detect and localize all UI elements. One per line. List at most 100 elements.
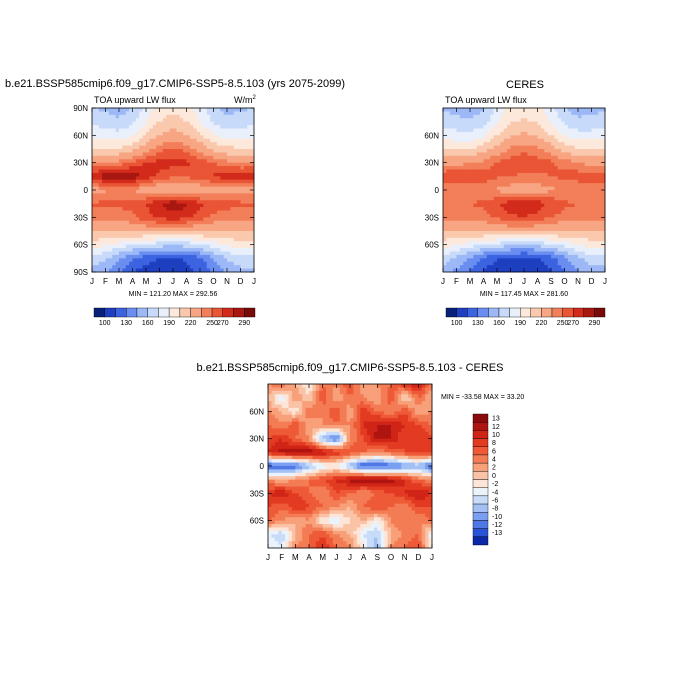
heatmap-cell (223, 200, 228, 205)
heatmap-cell (470, 251, 474, 256)
heatmap-cell (537, 213, 542, 218)
heatmap-cell (142, 220, 147, 225)
heatmap-cell (223, 210, 228, 215)
heatmap-cell (237, 121, 241, 126)
heatmap-cell (189, 121, 194, 126)
heatmap-cell (564, 193, 569, 198)
heatmap-cell (159, 142, 164, 146)
heatmap-cell (571, 190, 576, 194)
heatmap-cell (196, 186, 201, 191)
heatmap-cell (470, 162, 474, 167)
heatmap-cell (574, 159, 579, 164)
heatmap-cell (189, 200, 194, 205)
heatmap-cell (186, 203, 191, 208)
y-tick-label: 0 (435, 186, 440, 195)
heatmap-cell (183, 111, 187, 116)
heatmap-cell (227, 203, 231, 208)
heatmap-cell (551, 190, 555, 194)
heatmap-cell (129, 142, 133, 146)
x-tick-label: J (441, 277, 445, 286)
heatmap-cell (574, 265, 579, 269)
heatmap-cell (453, 114, 457, 119)
heatmap-cell (557, 166, 562, 170)
colorbar-swatch (477, 307, 489, 318)
heatmap-cell (490, 111, 495, 116)
heatmap-cell (453, 261, 457, 266)
heatmap-cell (108, 169, 113, 174)
heatmap-cell (139, 210, 144, 215)
heatmap-cell (459, 196, 464, 201)
heatmap-cell (581, 241, 586, 246)
heatmap-cell (92, 210, 96, 215)
heatmap-cell (557, 217, 562, 222)
heatmap-cell (159, 125, 164, 129)
heatmap-cell (537, 145, 542, 150)
heatmap-cell (193, 265, 198, 269)
heatmap-cell (135, 172, 140, 177)
heatmap-cell (250, 234, 255, 239)
heatmap-cell (189, 111, 194, 116)
heatmap-cell (112, 172, 117, 177)
heatmap-cell (166, 149, 171, 153)
heatmap-cell (92, 135, 96, 140)
heatmap-cell (135, 251, 140, 256)
heatmap-cell (152, 258, 157, 263)
heatmap-cell (329, 394, 334, 399)
heatmap-cell (463, 210, 468, 215)
heatmap-cell (598, 169, 603, 174)
heatmap-cell (584, 213, 589, 218)
heatmap-cell (584, 261, 589, 266)
heatmap-cell (557, 118, 562, 123)
heatmap-cell (179, 111, 184, 116)
heatmap-cell (119, 111, 123, 116)
heatmap-cell (139, 172, 144, 177)
heatmap-cell (584, 241, 589, 246)
heatmap-cell (500, 203, 505, 208)
heatmap-cell (490, 138, 495, 143)
heatmap-cell (129, 258, 133, 263)
heatmap-cell (196, 121, 201, 126)
heatmap-cell (220, 248, 225, 252)
heatmap-cell (557, 231, 562, 235)
heatmap-cell (162, 190, 167, 194)
heatmap-cell (213, 142, 218, 146)
heatmap-cell (206, 128, 211, 133)
heatmap-cell (210, 193, 214, 198)
heatmap-cell (156, 217, 160, 222)
heatmap-cell (473, 155, 478, 160)
heatmap-cell (493, 142, 498, 146)
heatmap-cell (166, 190, 171, 194)
x-tick-label: J (171, 277, 175, 286)
heatmap-cell (524, 193, 528, 198)
heatmap-cell (98, 183, 103, 187)
heatmap-cell (483, 220, 488, 225)
heatmap-cell (581, 142, 586, 146)
heatmap-cell (601, 220, 606, 225)
heatmap-cell (578, 186, 582, 191)
heatmap-cell (483, 210, 488, 215)
heatmap-cell (456, 241, 461, 246)
heatmap-cell (309, 390, 313, 395)
heatmap-cell (601, 203, 606, 208)
heatmap-cell (298, 397, 303, 402)
heatmap-cell (476, 248, 481, 252)
heatmap-cell (142, 203, 147, 208)
heatmap-cell (534, 111, 538, 116)
heatmap-cell (216, 183, 221, 187)
heatmap-cell (291, 397, 296, 402)
heatmap-cell (159, 108, 164, 112)
heatmap-cell (497, 138, 501, 143)
heatmap-cell (534, 172, 538, 177)
heatmap-cell (547, 108, 552, 112)
heatmap-cell (524, 241, 528, 246)
heatmap-cell (527, 186, 532, 191)
heatmap-cell (233, 159, 238, 164)
heatmap-cell (139, 111, 144, 116)
heatmap-cell (146, 207, 150, 211)
heatmap-cell (503, 234, 508, 239)
heatmap-cell (210, 166, 214, 170)
heatmap-cell (463, 179, 468, 184)
heatmap-cell (554, 210, 559, 215)
heatmap-cell (159, 241, 164, 246)
heatmap-cell (95, 135, 100, 140)
